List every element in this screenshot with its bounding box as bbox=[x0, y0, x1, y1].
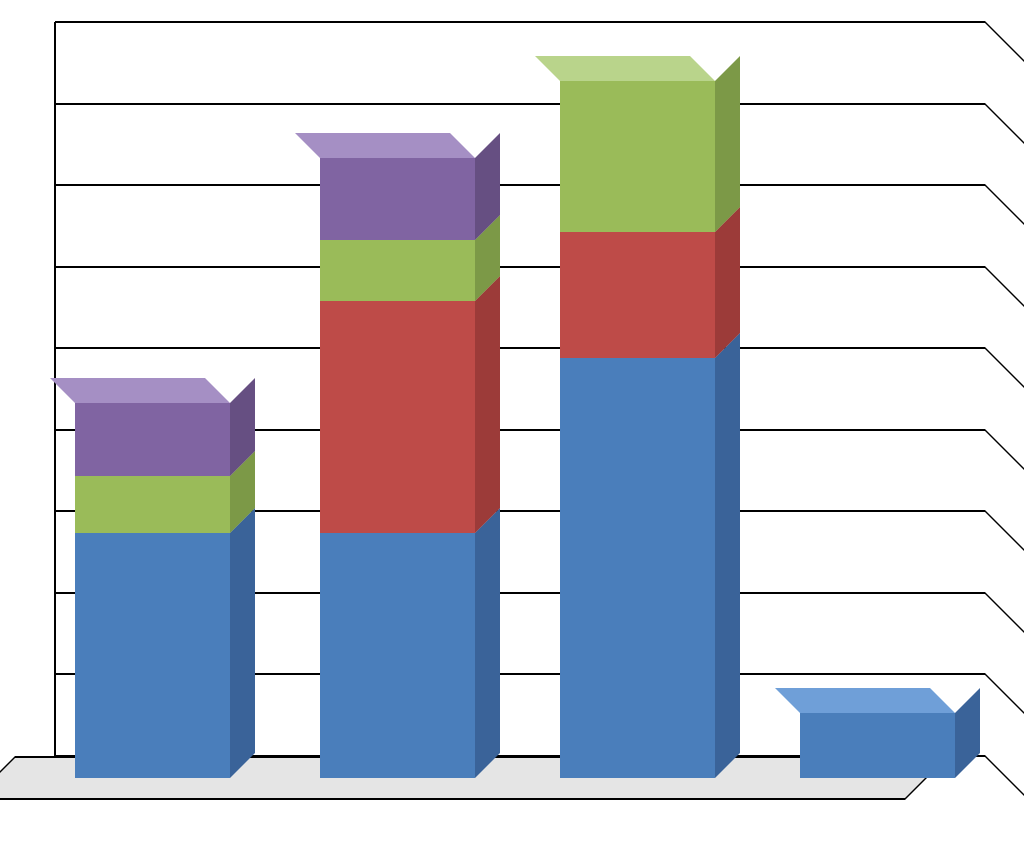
gridline bbox=[55, 266, 985, 268]
bar-top bbox=[535, 56, 715, 81]
bar-segment-blue bbox=[560, 358, 715, 778]
bar-front bbox=[320, 240, 475, 301]
side-gridline bbox=[985, 429, 1024, 471]
bar-side bbox=[715, 207, 740, 358]
side-gridline bbox=[985, 510, 1024, 552]
bar-segment-purple bbox=[75, 403, 230, 476]
bar-segment-green bbox=[320, 240, 475, 301]
bar-side bbox=[715, 56, 740, 232]
bar-segment-blue bbox=[800, 713, 955, 778]
bar-top bbox=[775, 688, 955, 713]
bar-front bbox=[320, 301, 475, 533]
side-gridline bbox=[985, 347, 1024, 389]
bar-front bbox=[75, 403, 230, 476]
bar-front bbox=[75, 476, 230, 533]
gridline bbox=[55, 184, 985, 186]
gridline bbox=[55, 21, 985, 23]
bar-front bbox=[75, 533, 230, 778]
side-gridline bbox=[985, 592, 1024, 634]
side-gridline bbox=[985, 673, 1024, 715]
gridline bbox=[55, 347, 985, 349]
side-gridline bbox=[985, 755, 1024, 797]
bar-segment-red bbox=[560, 232, 715, 358]
bar-side bbox=[475, 508, 500, 778]
bar-segment-red bbox=[320, 301, 475, 533]
bar-front bbox=[560, 81, 715, 232]
bar-side bbox=[230, 508, 255, 778]
bar-segment-blue bbox=[320, 533, 475, 778]
bar-top bbox=[50, 378, 230, 403]
gridline bbox=[55, 103, 985, 105]
side-gridline bbox=[985, 103, 1024, 145]
y-axis-line bbox=[54, 22, 56, 756]
bar-side bbox=[475, 276, 500, 533]
bar-segment-green bbox=[75, 476, 230, 533]
bar-front bbox=[320, 158, 475, 240]
side-wall bbox=[985, 22, 1024, 798]
bar-front bbox=[560, 358, 715, 778]
bar-segment-blue bbox=[75, 533, 230, 778]
bar-segment-green bbox=[560, 81, 715, 232]
stacked-bar-3d-chart bbox=[0, 0, 1024, 843]
bar-front bbox=[800, 713, 955, 778]
bar-front bbox=[320, 533, 475, 778]
bar-segment-purple bbox=[320, 158, 475, 240]
side-gridline bbox=[985, 184, 1024, 226]
bar-side bbox=[715, 333, 740, 778]
bar-front bbox=[560, 232, 715, 358]
side-gridline bbox=[985, 266, 1024, 308]
side-gridline bbox=[985, 21, 1024, 63]
bar-top bbox=[295, 133, 475, 158]
